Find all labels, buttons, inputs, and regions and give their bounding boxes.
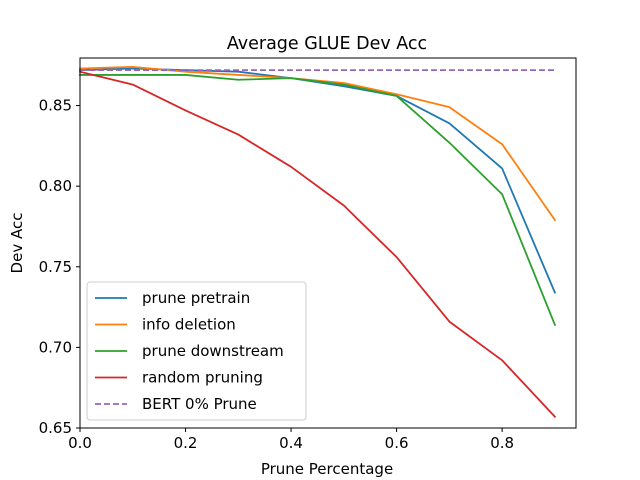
y-tick-label: 0.65	[39, 419, 72, 437]
series-layer	[78, 65, 557, 418]
y-tick-label: 0.85	[39, 97, 72, 115]
x-tick-label: 0.0	[68, 434, 92, 452]
x-tick-label: 0.6	[385, 434, 409, 452]
legend-label-random-pruning: random pruning	[142, 369, 263, 387]
x-tick-label: 0.2	[174, 434, 198, 452]
x-tick-label: 0.4	[279, 434, 303, 452]
series-line-prune-downstream	[79, 74, 557, 326]
plot-area-frame	[79, 57, 577, 429]
legend-frame	[86, 281, 307, 421]
legend-entries: prune pretrain info deletion prune downstr…	[95, 289, 284, 413]
legend-label-bert-0-prune: BERT 0% Prune	[142, 395, 257, 413]
x-axis-ticks: 0.0 0.2 0.4 0.6 0.8	[68, 428, 514, 452]
y-axis-label: Dev Acc	[8, 213, 26, 274]
y-tick-label: 0.75	[39, 258, 72, 276]
x-tick-label: 0.8	[490, 434, 514, 452]
legend-label-prune-downstream: prune downstream	[142, 342, 284, 360]
series-line-random-pruning	[78, 70, 557, 418]
legend: prune pretrain info deletion prune downstr…	[86, 281, 307, 421]
y-tick-label: 0.80	[39, 177, 72, 195]
y-axis-ticks: 0.65 0.70 0.75 0.80 0.85	[39, 97, 80, 437]
y-tick-label: 0.70	[39, 338, 72, 356]
legend-label-prune-pretrain: prune pretrain	[142, 289, 250, 307]
x-axis-label: Prune Percentage	[261, 460, 393, 478]
chart-title: Average GLUE Dev Acc	[227, 34, 427, 54]
legend-label-info-deletion: info deletion	[142, 316, 236, 334]
